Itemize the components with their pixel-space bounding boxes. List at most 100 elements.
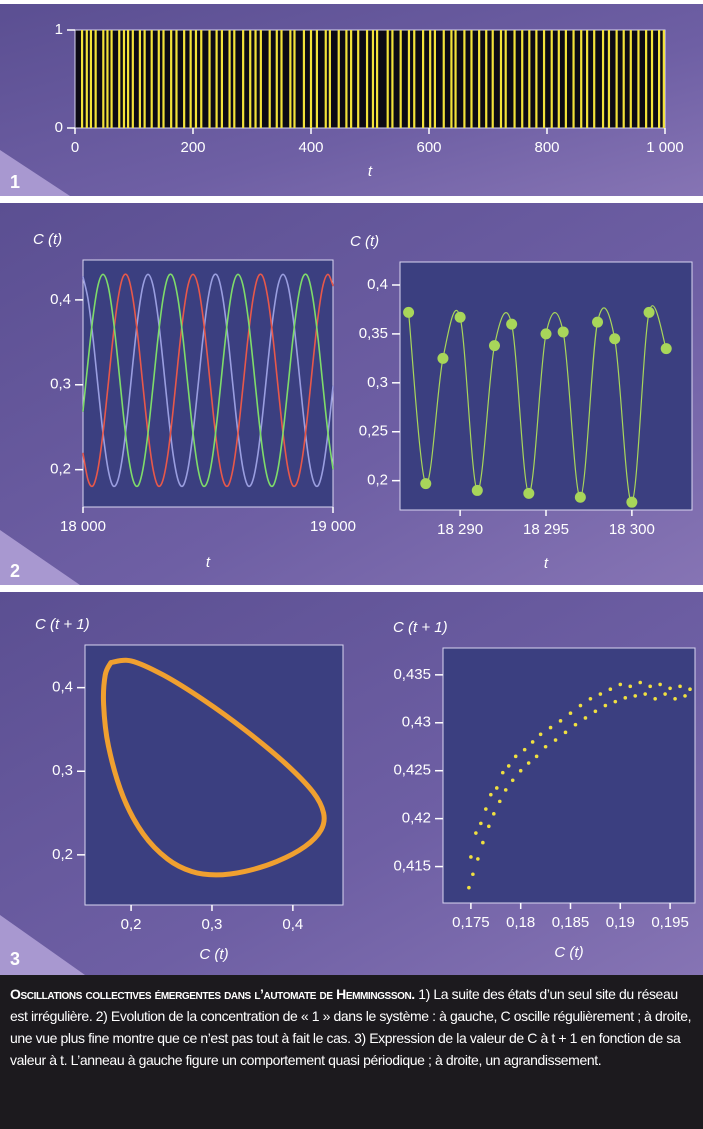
state-line <box>629 30 632 128</box>
series-marker <box>592 316 604 328</box>
state-line <box>399 30 402 128</box>
series-line <box>82 273 334 488</box>
panel-corner <box>0 915 85 975</box>
state-line <box>85 30 88 128</box>
scatter-point <box>678 684 682 689</box>
state-line <box>580 30 583 128</box>
scatter-point <box>663 692 667 696</box>
series-line <box>100 657 327 878</box>
x-tick-label: 0,175 <box>452 914 490 931</box>
state-line <box>254 30 257 128</box>
scatter-point <box>578 703 583 708</box>
x-tick-label: 19 000 <box>310 518 356 535</box>
state-line <box>194 30 198 128</box>
scatter-point <box>467 885 471 890</box>
state-line <box>162 30 165 128</box>
state-line <box>622 30 625 128</box>
x-tick-label: 800 <box>534 139 559 156</box>
state-line <box>118 30 121 128</box>
scatter-point <box>538 732 543 737</box>
state-line <box>328 30 331 128</box>
state-line <box>215 30 218 128</box>
state-line <box>233 30 236 128</box>
state-line <box>275 30 278 128</box>
y-tick-label: 0,4 <box>52 679 73 696</box>
x-tick-label: 18 295 <box>523 521 569 538</box>
state-line <box>345 30 348 128</box>
state-line <box>183 30 186 128</box>
x-tick-label: 0 <box>71 139 79 156</box>
scatter-point <box>500 770 505 775</box>
scatter-point <box>653 697 657 701</box>
scatter-point <box>489 792 493 797</box>
x-axis-label: t <box>544 555 549 572</box>
x-tick-label: 18 000 <box>60 518 106 535</box>
state-line <box>309 30 313 128</box>
scatter-point <box>668 686 672 691</box>
state-line <box>637 30 640 128</box>
state-line <box>442 30 445 128</box>
y-tick-label: 0,3 <box>52 762 73 779</box>
state-line <box>413 30 416 128</box>
state-line <box>422 30 425 128</box>
state-line <box>491 30 494 128</box>
series-marker <box>420 478 432 490</box>
scatter-point <box>530 740 535 744</box>
state-line <box>542 30 546 128</box>
x-tick-label: 0,18 <box>506 914 535 931</box>
series-marker <box>660 343 672 355</box>
y-tick-label: 0,4 <box>50 291 71 308</box>
y-axis-label: C (t + 1) <box>393 619 448 636</box>
series-marker <box>471 484 483 496</box>
series-marker <box>643 306 655 318</box>
x-tick-label: 400 <box>298 139 323 156</box>
scatter-point <box>522 747 527 752</box>
state-line <box>658 30 661 128</box>
scatter-point <box>548 725 553 730</box>
plot-area <box>399 261 693 511</box>
scatter-point <box>618 682 623 687</box>
x-tick-label: 0,2 <box>121 916 142 933</box>
series-line <box>82 273 334 488</box>
y-axis-label: C (t) <box>350 233 379 250</box>
caption-title: Oscillations collectives émergentes dans… <box>10 986 415 1002</box>
scatter-point <box>688 687 692 692</box>
scatter-point <box>503 788 508 792</box>
state-line <box>391 30 394 128</box>
x-tick-label: 1 000 <box>646 139 684 156</box>
state-line <box>504 30 507 128</box>
scatter-point <box>479 821 483 826</box>
state-line <box>429 30 432 128</box>
y-tick-label: 0,4 <box>367 276 388 293</box>
scatter-point <box>568 711 573 715</box>
y-tick-label: 0,25 <box>359 423 388 440</box>
plot-area <box>442 647 696 904</box>
scatter-point <box>469 855 473 859</box>
scatter-point <box>658 682 662 687</box>
state-line <box>302 30 306 128</box>
state-line <box>131 30 134 128</box>
state-line <box>143 30 146 128</box>
scatter-point <box>471 872 475 877</box>
series-marker <box>506 318 518 330</box>
scatter-point <box>474 831 478 835</box>
state-line <box>249 30 252 128</box>
x-tick-label: 600 <box>416 139 441 156</box>
y-tick-label: 0,2 <box>50 461 71 478</box>
scatter-point <box>583 716 588 720</box>
state-line <box>662 30 665 128</box>
scatter-point <box>476 857 480 861</box>
scatter-point <box>593 709 598 714</box>
state-line <box>433 30 436 128</box>
state-line <box>615 30 618 128</box>
x-tick-label: 0,195 <box>651 914 689 931</box>
state-line <box>386 30 389 128</box>
caption: Oscillations collectives émergentes dans… <box>0 975 703 1129</box>
scatter-point <box>510 778 515 783</box>
state-line <box>535 30 538 128</box>
state-line <box>601 30 605 128</box>
scatter-point <box>534 754 539 759</box>
state-line <box>324 30 327 128</box>
scatter-point <box>633 694 638 698</box>
state-line <box>200 30 203 128</box>
